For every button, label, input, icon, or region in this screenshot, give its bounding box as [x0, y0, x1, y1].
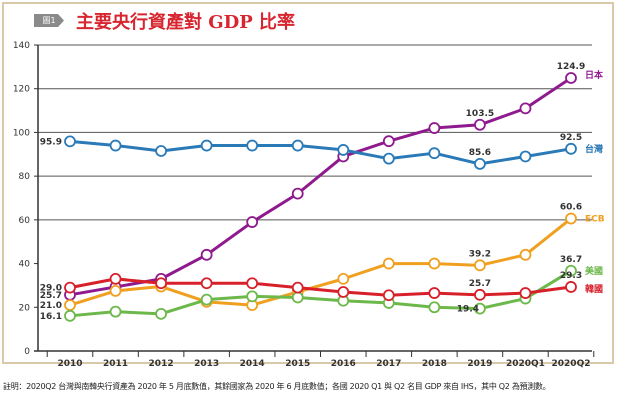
data-label: 16.1 [40, 312, 62, 322]
data-label: 25.7 [40, 291, 62, 301]
data-point [246, 216, 259, 228]
data-point [337, 144, 350, 156]
series-line-ECB [69, 217, 572, 307]
x-tick-label: 2015 [285, 359, 310, 369]
y-tick-label: 40 [19, 260, 31, 270]
data-point [155, 307, 167, 320]
data-label: 95.9 [40, 137, 62, 147]
series-line-美國 [69, 269, 572, 318]
data-point [474, 259, 486, 272]
data-point [565, 281, 577, 293]
x-tick-label: 2011 [103, 359, 128, 369]
x-tick-label: 2019 [467, 359, 492, 369]
data-point [155, 277, 167, 290]
data-point [519, 150, 532, 163]
figure-badge: 圖1 [34, 14, 64, 27]
data-point [246, 290, 259, 303]
x-tick-label: 2020Q2 [552, 359, 591, 369]
legend-label: 日本 [585, 69, 604, 81]
data-point [200, 293, 213, 306]
series-line-台灣 [69, 139, 572, 166]
chart-title: 主要央行資產對 GDP 比率 [76, 12, 296, 33]
data-point [200, 277, 213, 290]
data-point [291, 187, 304, 200]
data-point [109, 284, 122, 297]
data-label: 103.5 [466, 109, 494, 119]
y-tick-label: 0 [24, 347, 30, 357]
x-tick-label: 2010 [57, 359, 82, 369]
data-point [565, 264, 577, 277]
data-label: 124.9 [557, 62, 585, 72]
data-label: 25.7 [469, 279, 491, 289]
data-point [291, 139, 304, 152]
data-point [64, 299, 76, 312]
data-point [474, 158, 486, 170]
x-tick-label: 2017 [376, 359, 401, 369]
data-label: 60.6 [560, 203, 582, 213]
data-point [246, 139, 259, 152]
data-point [565, 212, 577, 225]
footnote: 註明：2020Q2 台灣與南韓央行資產為 2020 年 5 月底數值，其餘國家為… [3, 382, 551, 391]
data-point [428, 147, 441, 160]
data-point [428, 301, 441, 314]
y-tick-label: 100 [13, 128, 30, 138]
data-label: 92.5 [560, 133, 582, 143]
data-label: 21.0 [40, 301, 62, 311]
data-point [428, 122, 441, 134]
data-point [474, 302, 486, 315]
data-label: 39.2 [469, 249, 491, 259]
data-point [291, 291, 304, 304]
data-label: 29.3 [560, 271, 582, 281]
line-chart: 0 20 40 60 80 100 120 140 2010 2011 2012 2013 2014 20… [13, 41, 605, 369]
data-point [382, 135, 395, 148]
data-label: 19.4 [457, 305, 479, 315]
x-tick-label: 2012 [149, 359, 174, 369]
y-tick-label: 140 [13, 41, 30, 51]
data-point [519, 287, 532, 299]
data-point [109, 305, 122, 318]
data-point [109, 272, 122, 285]
data-point [382, 257, 395, 270]
y-tick-label: 60 [19, 216, 31, 226]
data-point [565, 142, 577, 155]
legend-label: 美國 [585, 265, 603, 277]
data-point [246, 277, 259, 290]
y-tick-label: 80 [19, 172, 31, 182]
data-point [519, 102, 532, 115]
data-point [109, 139, 122, 152]
y-tick-label: 120 [13, 85, 30, 95]
y-tick-label: 20 [19, 303, 31, 313]
data-point [155, 145, 167, 157]
data-point [474, 118, 486, 131]
data-point [337, 286, 350, 298]
data-point [291, 281, 304, 294]
x-tick-label: 2016 [331, 359, 356, 369]
data-point [382, 289, 395, 302]
x-tick-label: 2020Q1 [506, 359, 545, 369]
data-point [565, 72, 577, 84]
data-label: 29.0 [40, 284, 62, 294]
legend-label: 台灣 [585, 143, 603, 155]
data-point [64, 309, 76, 322]
data-point [64, 281, 76, 294]
data-label: 85.6 [469, 148, 491, 158]
data-point [428, 287, 441, 299]
data-point [474, 288, 486, 301]
series-line-日本 [69, 76, 572, 297]
data-point [200, 139, 213, 152]
x-tick-label: 2014 [240, 359, 265, 369]
x-tick-label: 2013 [194, 359, 219, 369]
data-point [200, 248, 213, 261]
chart-frame [2, 2, 614, 364]
legend-label: 韓國 [585, 283, 603, 295]
data-point [337, 272, 350, 285]
data-point [64, 135, 76, 148]
data-point [519, 248, 532, 261]
legend-label: ECB [585, 215, 605, 225]
series-line-韓國 [69, 277, 572, 297]
x-tick-label: 2018 [422, 359, 447, 369]
data-point [428, 257, 441, 270]
data-point [382, 152, 395, 165]
data-label: 36.7 [560, 255, 582, 265]
